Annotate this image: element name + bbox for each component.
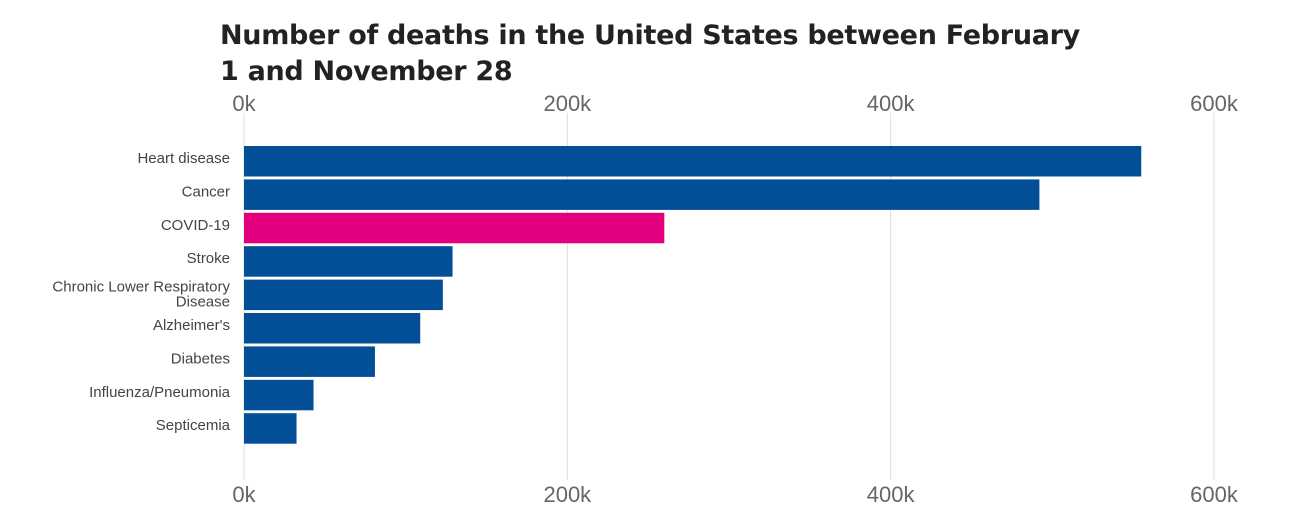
bar-influenza-pneumonia xyxy=(244,379,314,411)
bottom-tick-400k: 400k xyxy=(867,482,916,506)
category-labels: Heart disease Cancer COVID-19 Stroke Chronic… xyxy=(52,150,230,434)
bottom-tick-200k: 200k xyxy=(543,482,592,506)
bar-diabetes xyxy=(244,346,375,377)
bar-heart-disease xyxy=(244,146,1142,177)
category-label-alzheimer-s: Alzheimer's xyxy=(153,317,230,334)
top-tick-600k: 600k xyxy=(1190,91,1239,116)
x-axis-bottom: 0k 200k 400k 600k xyxy=(232,482,1238,506)
category-label-influenza-pneumonia: Influenza/Pneumonia xyxy=(89,384,231,401)
category-label-covid-19: COVID-19 xyxy=(161,217,230,234)
bar-cancer xyxy=(244,179,1040,210)
category-label-septicemia: Septicemia xyxy=(156,417,231,434)
bar-chronic-lower-respiratory-disease xyxy=(244,279,443,311)
category-label-stroke: Stroke xyxy=(187,250,230,267)
bottom-tick-0k: 0k xyxy=(232,482,256,506)
category-label-heart-disease: Heart disease xyxy=(137,150,230,167)
category-label-chronic-lower-respiratory-disease: Chronic Lower Respiratory Disease xyxy=(52,279,230,311)
bar-alzheimer-s xyxy=(244,313,421,344)
bar-stroke xyxy=(244,246,453,277)
bars xyxy=(244,146,1142,444)
top-tick-200k: 200k xyxy=(543,91,592,116)
chart-title: Number of deaths in the United States be… xyxy=(220,20,1080,87)
bar-covid-19 xyxy=(244,212,665,244)
x-axis-top: 0k 200k 400k 600k xyxy=(232,91,1238,116)
top-tick-0k: 0k xyxy=(232,91,256,116)
bar-septicemia xyxy=(244,413,297,444)
category-label-cancer: Cancer xyxy=(182,183,230,200)
bottom-tick-600k: 600k xyxy=(1190,482,1239,506)
category-label-diabetes: Diabetes xyxy=(171,350,230,367)
top-tick-400k: 400k xyxy=(867,91,916,116)
